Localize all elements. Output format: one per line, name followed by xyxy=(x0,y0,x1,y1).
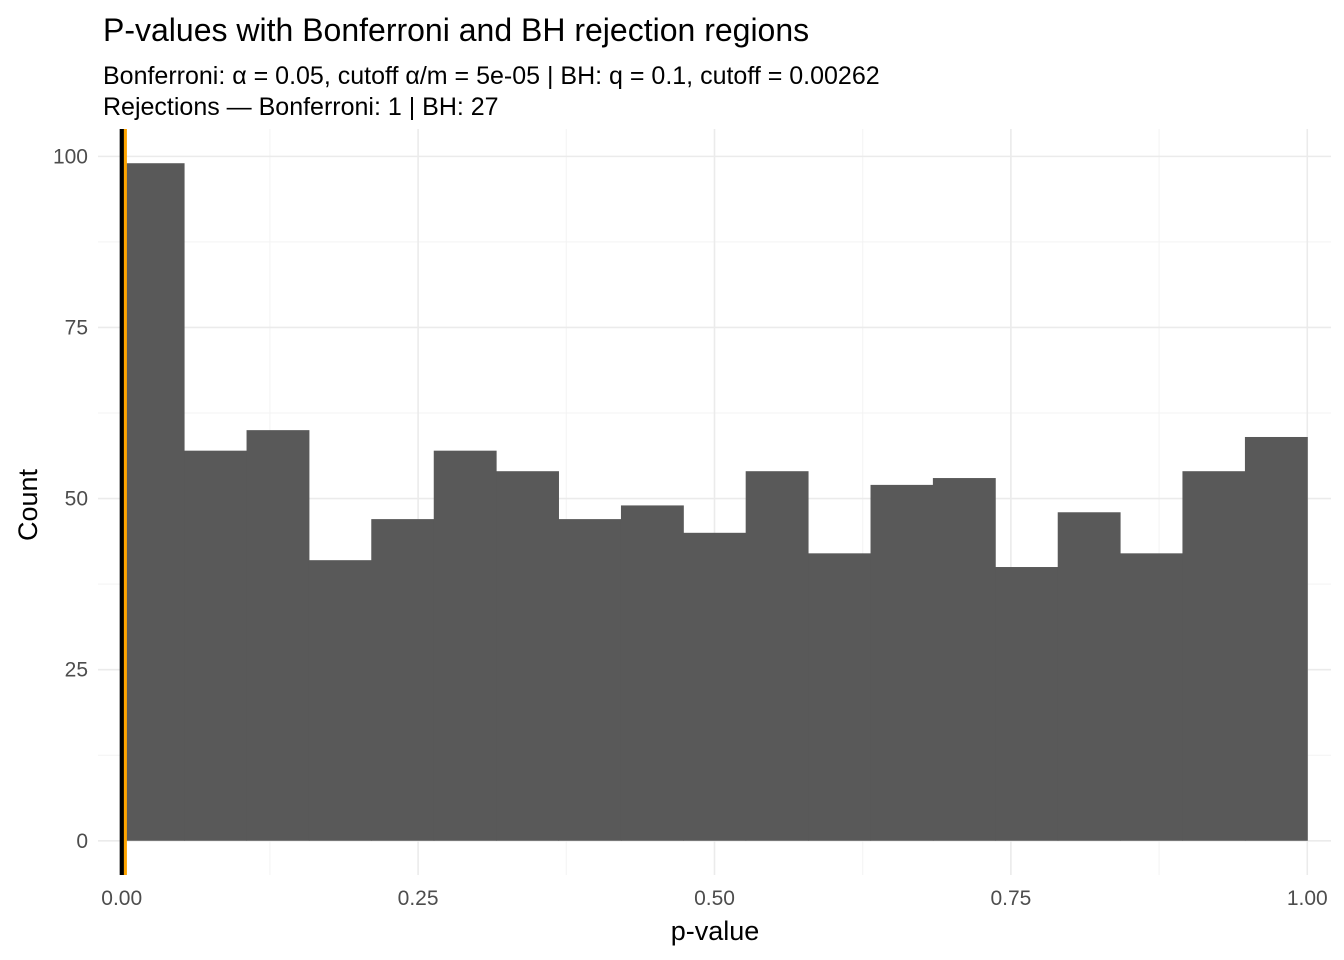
chart-subtitle-line-1: Bonferroni: α = 0.05, cutoff α/m = 5e-05… xyxy=(103,62,880,90)
histogram-bar xyxy=(870,484,934,841)
x-tick-label: 0.00 xyxy=(101,887,142,910)
y-tick-label: 0 xyxy=(76,830,88,853)
histogram-bar xyxy=(620,505,684,841)
cutoff-lines xyxy=(119,129,127,875)
y-axis-ticks: 0 25 50 75 100 xyxy=(53,145,88,852)
histogram-bar xyxy=(246,430,310,841)
y-tick-label: 100 xyxy=(53,145,88,168)
x-tick-label: 0.50 xyxy=(694,887,735,910)
histogram-bar xyxy=(932,478,996,841)
histogram-bar xyxy=(1057,512,1121,841)
histogram-bar xyxy=(558,519,622,841)
chart-title: P-values with Bonferroni and BH rejectio… xyxy=(103,12,809,48)
x-tick-label: 0.75 xyxy=(990,887,1031,910)
histogram-bar xyxy=(433,450,497,841)
x-axis-ticks: 0.00 0.25 0.50 0.75 1.00 xyxy=(101,887,1327,910)
histogram-bar xyxy=(1120,553,1183,841)
histogram-bar xyxy=(745,471,809,841)
histogram-bar xyxy=(1244,436,1308,841)
histogram-bar xyxy=(995,567,1059,841)
x-tick-label: 0.25 xyxy=(398,887,439,910)
y-tick-label: 50 xyxy=(65,488,88,511)
y-tick-label: 75 xyxy=(65,316,88,339)
x-axis-title: p-value xyxy=(671,916,760,946)
histogram-bar xyxy=(371,519,435,841)
chart-subtitle-line-2: Rejections — Bonferroni: 1 | BH: 27 xyxy=(103,93,499,121)
y-tick-label: 25 xyxy=(65,659,88,682)
histogram-bar xyxy=(121,163,185,841)
histogram-bar xyxy=(1182,471,1246,841)
histogram-bar xyxy=(683,532,747,841)
histogram-bar xyxy=(496,471,559,841)
y-axis-title: Count xyxy=(13,468,43,541)
histogram-bar xyxy=(184,450,248,841)
x-tick-label: 1.00 xyxy=(1287,887,1328,910)
histogram-bars xyxy=(121,163,1308,841)
histogram-bar xyxy=(808,553,872,841)
histogram-bar xyxy=(308,560,372,841)
